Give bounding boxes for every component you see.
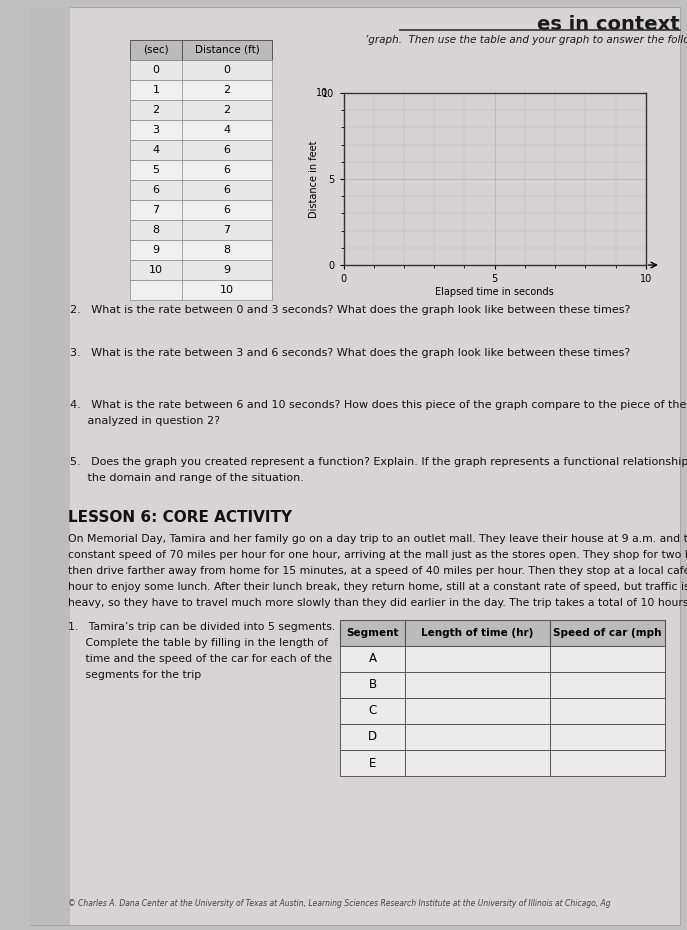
Bar — [405, 698, 550, 724]
Text: LESSON 6: CORE ACTIVITY: LESSON 6: CORE ACTIVITY — [68, 510, 292, 525]
Text: C: C — [368, 705, 376, 718]
Y-axis label: Distance in feet: Distance in feet — [309, 140, 319, 218]
Text: es in context: es in context — [537, 15, 680, 34]
Bar — [405, 620, 550, 646]
Text: 2: 2 — [223, 85, 231, 95]
Bar — [550, 620, 665, 646]
Text: 8: 8 — [153, 225, 159, 235]
Bar — [130, 200, 272, 220]
Text: 4: 4 — [153, 145, 159, 155]
Bar — [340, 724, 405, 750]
Text: ’graph.  Then use the table and your graph to answer the following questions.: ’graph. Then use the table and your grap… — [365, 35, 687, 45]
Bar — [550, 698, 665, 724]
Text: 4.   What is the rate between 6 and 10 seconds? How does this piece of the graph: 4. What is the rate between 6 and 10 sec… — [70, 400, 687, 410]
Text: then drive farther away from home for 15 minutes, at a speed of 40 miles per hou: then drive farther away from home for 15… — [68, 566, 687, 577]
Text: heavy, so they have to travel much more slowly than they did earlier in the day.: heavy, so they have to travel much more … — [68, 598, 687, 608]
Text: analyzed in question 2?: analyzed in question 2? — [70, 416, 220, 426]
Bar — [405, 724, 550, 750]
Text: segments for the trip: segments for the trip — [68, 670, 201, 680]
Text: 6: 6 — [223, 205, 231, 215]
Text: 2: 2 — [223, 105, 231, 115]
Bar — [130, 40, 272, 60]
Text: 10: 10 — [316, 88, 328, 98]
Text: 2: 2 — [153, 105, 159, 115]
Text: 6: 6 — [223, 185, 231, 195]
Text: 8: 8 — [223, 245, 231, 255]
Bar — [340, 672, 405, 698]
Text: Speed of car (mph: Speed of car (mph — [553, 628, 662, 638]
Text: 5.   Does the graph you created represent a function? Explain. If the graph repr: 5. Does the graph you created represent … — [70, 457, 687, 467]
Text: 6: 6 — [223, 165, 231, 175]
Text: B: B — [368, 679, 376, 692]
Text: Complete the table by filling in the length of: Complete the table by filling in the len… — [68, 638, 328, 648]
Text: 3.   What is the rate between 3 and 6 seconds? What does the graph look like bet: 3. What is the rate between 3 and 6 seco… — [70, 348, 630, 358]
Bar — [130, 80, 272, 100]
Text: 3: 3 — [153, 125, 159, 135]
Bar — [130, 140, 272, 160]
Bar — [405, 646, 550, 672]
Bar — [340, 750, 405, 776]
X-axis label: Elapsed time in seconds: Elapsed time in seconds — [436, 286, 554, 297]
Bar — [130, 160, 272, 180]
Bar — [130, 240, 272, 260]
Text: the domain and range of the situation.: the domain and range of the situation. — [70, 473, 304, 483]
Text: 6: 6 — [153, 185, 159, 195]
Text: 5: 5 — [153, 165, 159, 175]
Text: 10: 10 — [149, 265, 163, 275]
Text: Length of time (hr): Length of time (hr) — [421, 628, 534, 638]
Text: 1: 1 — [153, 85, 159, 95]
Text: 0: 0 — [153, 65, 159, 75]
Bar — [550, 750, 665, 776]
Text: 6: 6 — [223, 145, 231, 155]
Text: Distance (ft): Distance (ft) — [194, 45, 260, 55]
Text: 4: 4 — [223, 125, 231, 135]
Bar — [130, 60, 272, 80]
Bar — [130, 260, 272, 280]
Text: 0: 0 — [223, 65, 231, 75]
Text: A: A — [368, 653, 376, 666]
Text: On Memorial Day, Tamira and her family go on a day trip to an outlet mall. They : On Memorial Day, Tamira and her family g… — [68, 534, 687, 544]
Text: 9: 9 — [153, 245, 159, 255]
Bar — [340, 698, 405, 724]
Text: © Charles A. Dana Center at the University of Texas at Austin, Learning Sciences: © Charles A. Dana Center at the Universi… — [68, 899, 611, 908]
Text: 10: 10 — [220, 285, 234, 295]
Bar — [130, 180, 272, 200]
Bar — [550, 724, 665, 750]
Bar — [550, 672, 665, 698]
Bar — [130, 220, 272, 240]
Text: time and the speed of the car for each of the: time and the speed of the car for each o… — [68, 654, 332, 664]
Text: E: E — [369, 756, 376, 769]
Text: hour to enjoy some lunch. After their lunch break, they return home, still at a : hour to enjoy some lunch. After their lu… — [68, 582, 687, 592]
Text: 1.   Tamira’s trip can be divided into 5 segments.: 1. Tamira’s trip can be divided into 5 s… — [68, 622, 335, 632]
Text: Segment: Segment — [346, 628, 398, 638]
Text: 7: 7 — [223, 225, 231, 235]
Bar — [405, 750, 550, 776]
Bar — [130, 120, 272, 140]
Bar — [30, 7, 70, 925]
Text: D: D — [368, 730, 377, 743]
Bar — [340, 620, 405, 646]
Bar — [340, 646, 405, 672]
Text: 2.   What is the rate between 0 and 3 seconds? What does the graph look like bet: 2. What is the rate between 0 and 3 seco… — [70, 305, 631, 315]
Text: constant speed of 70 miles per hour for one hour, arriving at the mall just as t: constant speed of 70 miles per hour for … — [68, 550, 687, 560]
Text: (sec): (sec) — [143, 45, 169, 55]
Bar — [405, 672, 550, 698]
Text: 9: 9 — [223, 265, 231, 275]
Bar — [130, 280, 272, 300]
Bar — [550, 646, 665, 672]
Bar — [130, 100, 272, 120]
Text: 7: 7 — [153, 205, 159, 215]
